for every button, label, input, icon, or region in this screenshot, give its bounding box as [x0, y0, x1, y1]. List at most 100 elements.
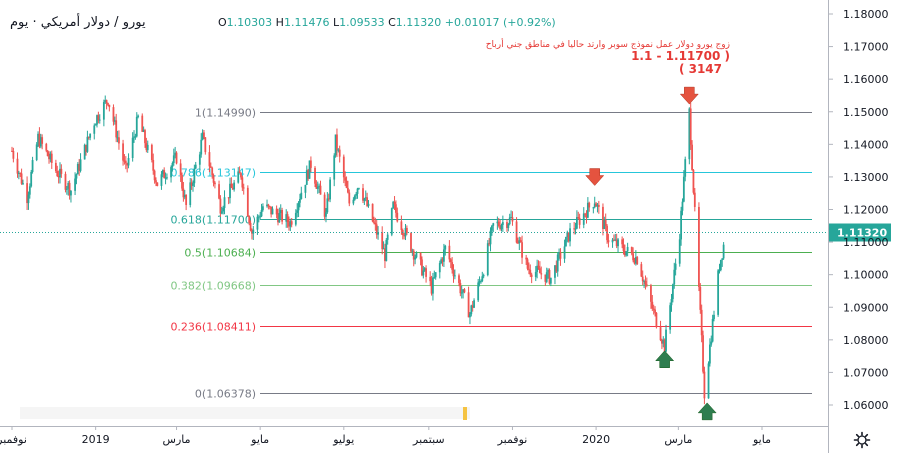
price-tick-label: 1.16000 — [843, 73, 889, 86]
candle-body — [20, 173, 23, 184]
candle-body — [122, 143, 124, 161]
candle-body — [367, 203, 370, 207]
candle-body — [722, 244, 725, 259]
candle-body — [171, 163, 174, 168]
candle-body — [288, 222, 290, 227]
candle-body — [644, 280, 647, 285]
candle-body — [183, 195, 186, 198]
candle-body — [256, 216, 259, 230]
candle-body — [650, 285, 652, 302]
candle-body — [463, 289, 466, 293]
candle-body — [433, 277, 436, 279]
candle-body — [448, 245, 451, 260]
candle-body — [593, 203, 596, 208]
candle-body — [240, 173, 242, 178]
price-tick-label: 1.17000 — [843, 41, 889, 54]
candle-body — [453, 275, 456, 277]
open-label: O — [218, 16, 227, 29]
candle-body — [45, 143, 48, 151]
candle-body — [201, 132, 204, 140]
candle-body — [104, 100, 107, 103]
fib-level-label: 0.618(1.11700) — [170, 214, 256, 227]
candle-body — [545, 272, 548, 282]
candle-body — [189, 182, 192, 205]
candle-body — [294, 212, 297, 225]
candle-body — [204, 137, 207, 153]
candle-body — [458, 275, 460, 284]
candle-body — [604, 220, 607, 226]
candle-body — [492, 223, 495, 226]
candle-body — [127, 158, 130, 166]
high-value: 1.11476 — [283, 16, 330, 29]
candle-body — [477, 282, 480, 301]
candle-body — [718, 269, 721, 271]
fib-level-label: 0.236(1.08411) — [170, 321, 256, 334]
candle-body — [102, 102, 105, 120]
candle-body — [266, 204, 268, 207]
candle-body — [430, 281, 433, 294]
candle-body — [68, 182, 71, 196]
candle-body — [400, 221, 403, 231]
candle-body — [98, 119, 101, 121]
candle-body — [31, 160, 34, 172]
text-annotation[interactable]: زوج يورو دولار عمل نموذج سوبر وارتد حالي… — [420, 40, 730, 76]
candle-body — [459, 283, 462, 294]
candle-body — [19, 172, 22, 174]
price-tick-label: 1.08000 — [843, 334, 889, 347]
time-tick-label: مارس — [163, 433, 191, 446]
candle-body — [126, 163, 129, 166]
time-tick-label: يوليو — [332, 433, 354, 446]
fib-level-label: 0.5(1.10684) — [184, 247, 256, 260]
symbol-title[interactable]: يورو / دولار أمريكي · يوم — [10, 15, 146, 30]
candle-body — [625, 251, 628, 256]
candle-body — [510, 217, 512, 219]
ohlc-legend: O1.10303 H1.11476 L1.09533 C1.11320 +0.0… — [218, 16, 556, 29]
candle-body — [238, 171, 241, 174]
gear-icon[interactable] — [852, 430, 872, 450]
candle-body — [259, 216, 262, 218]
candle-body — [161, 170, 164, 175]
candle-body — [412, 250, 415, 260]
candle-body — [410, 233, 412, 252]
candle-body — [30, 171, 33, 187]
candle-body — [713, 314, 715, 320]
candle-body — [241, 177, 244, 188]
candle-body — [260, 210, 263, 217]
candle-body — [268, 206, 271, 208]
candle-body — [211, 167, 214, 176]
candle-body — [271, 208, 274, 215]
candle-body — [85, 144, 87, 152]
candle-body — [181, 175, 183, 189]
candle-body — [634, 257, 637, 264]
candle-body — [500, 224, 503, 230]
fibonacci-retracement[interactable]: 1(1.14990) 0.786(1.13147) 0.618(1.11700) 0.… — [170, 107, 812, 401]
candle-body — [319, 185, 322, 195]
candle-body — [314, 167, 316, 184]
candle-body — [482, 275, 485, 277]
candle-body — [462, 289, 464, 293]
time-tick-label: نوفمبر — [497, 433, 528, 446]
candle-body — [467, 292, 470, 318]
candle-body — [425, 268, 427, 277]
candle-body — [113, 120, 116, 122]
candle-body — [719, 259, 722, 270]
candle-body — [440, 259, 443, 264]
candle-body — [469, 314, 471, 318]
candle-body — [449, 259, 452, 263]
candle-body — [525, 257, 528, 260]
candle-body — [353, 195, 356, 200]
candle-body — [134, 136, 137, 138]
candle-body — [107, 103, 109, 105]
candle-body — [270, 206, 273, 215]
candle-body — [710, 341, 713, 345]
candle-body — [684, 159, 687, 177]
price-tick-label: 1.07000 — [843, 366, 889, 379]
candle-body — [678, 239, 681, 264]
candle-body — [626, 247, 629, 252]
candle-body — [518, 240, 521, 244]
candle-body — [691, 144, 693, 170]
candle-body — [74, 178, 76, 191]
candle-body — [566, 232, 569, 237]
annotation-line-2: 1.1 - 1.11700 ) — [631, 49, 730, 63]
